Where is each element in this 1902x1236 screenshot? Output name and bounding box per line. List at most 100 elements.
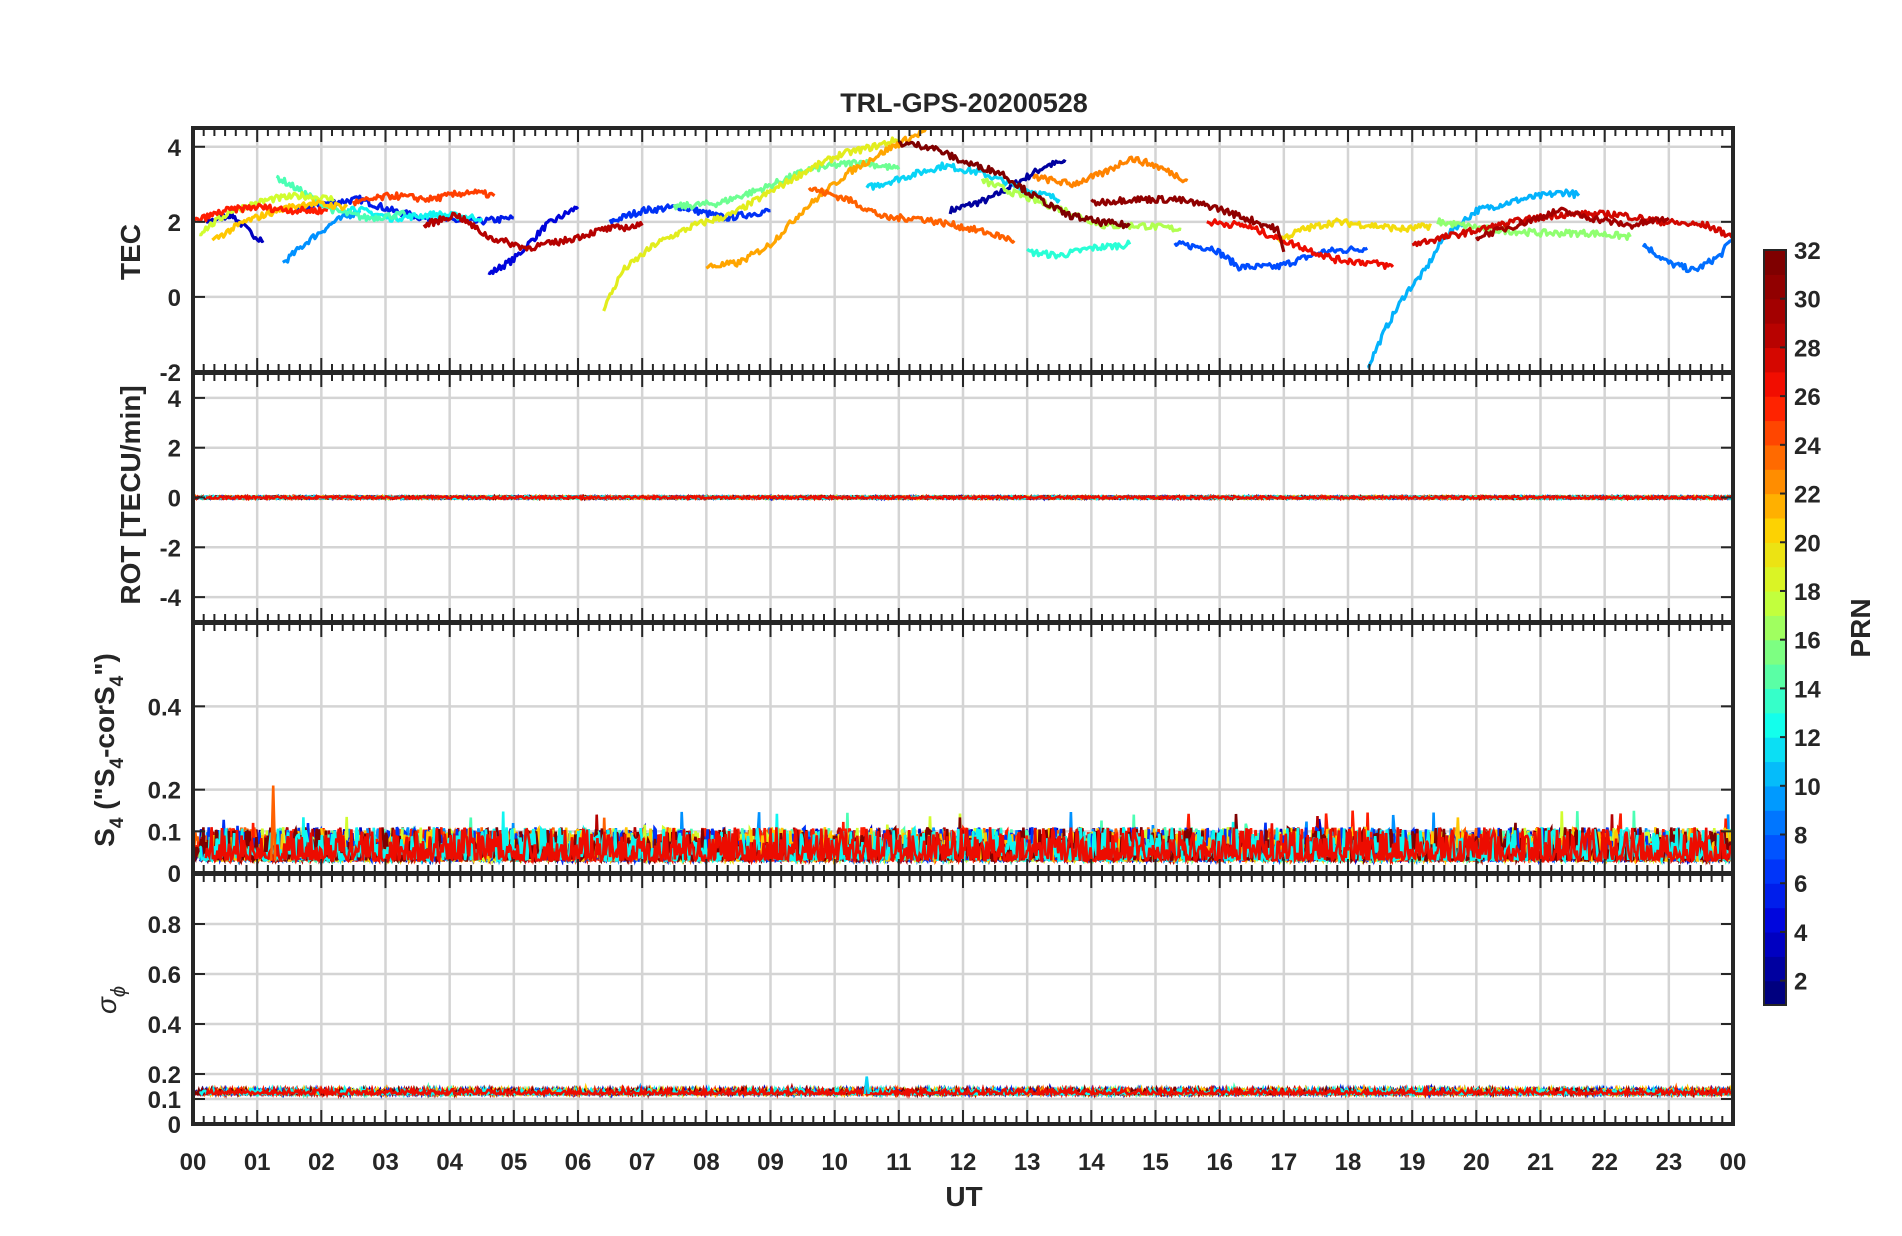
y-tick-label: 0.2: [148, 778, 181, 805]
tec-series-prn-23: [1032, 155, 1189, 189]
y-tick-label: 0.1: [148, 819, 181, 846]
colorbar-bin: [1764, 834, 1786, 860]
colorbar-bin: [1764, 250, 1786, 275]
tec-series-prn-18: [199, 191, 335, 237]
x-tick-label: 12: [950, 1149, 977, 1176]
colorbar-bin: [1764, 883, 1786, 909]
x-tick-label: 14: [1078, 1149, 1105, 1176]
colorbar-tick-label: 20: [1794, 530, 1821, 557]
data-layer: [193, 128, 1733, 369]
colorbar-bin: [1764, 639, 1786, 665]
x-tick-label: 01: [244, 1149, 271, 1176]
colorbar-bin: [1764, 688, 1786, 714]
colorbar-bin: [1764, 980, 1786, 1006]
tec-series-prn-8: [1641, 236, 1733, 274]
colorbar-bin: [1764, 469, 1786, 495]
colorbar-tick-label: 24: [1794, 433, 1821, 460]
y-tick-label: 2: [168, 436, 181, 463]
y-tick-label: 2: [168, 210, 181, 237]
x-tick-label: 03: [372, 1149, 399, 1176]
colorbar-tick-label: 30: [1794, 287, 1821, 314]
tec-series-prn-20: [1276, 217, 1432, 244]
colorbar-bin: [1764, 274, 1786, 300]
panel-3: 0 0.1 0.2 0.4: [148, 621, 1735, 888]
tec-series-prn-30: [1474, 206, 1670, 242]
colorbar-frame: [1763, 249, 1787, 1006]
x-tick-label: 16: [1206, 1149, 1233, 1176]
x-tick-label: 08: [693, 1149, 720, 1176]
y-tick-label: 0.4: [148, 1012, 182, 1039]
colorbar-bin: [1764, 493, 1786, 519]
tec-series-prn-19: [602, 136, 901, 312]
colorbar-bin: [1764, 444, 1786, 470]
tec-series-prn-9: [281, 208, 362, 264]
colorbar-tick-label: 22: [1794, 482, 1821, 509]
panel-4: 00.10.2 0.4 0.6 0.8: [148, 872, 1735, 1139]
tec-series-prn-13: [1026, 239, 1132, 260]
x-axis-label: UT: [945, 1181, 982, 1212]
x-tick-label: 11: [886, 1149, 911, 1176]
colorbar-bin: [1764, 712, 1786, 738]
colorbar-tick-label: 26: [1794, 384, 1821, 411]
y-tick-label: -2: [160, 535, 181, 562]
y-tick-label: -2: [160, 360, 181, 387]
band-series-prn-27: [205, 493, 1733, 502]
x-tick-label: 02: [308, 1149, 335, 1176]
tec-series-prn-21: [211, 199, 349, 242]
tec-series-prn-15: [672, 158, 901, 211]
x-tick-label: 18: [1335, 1149, 1362, 1176]
x-tick-label: 09: [757, 1149, 784, 1176]
x-tick-label: 19: [1399, 1149, 1426, 1176]
colorbar-bin: [1764, 347, 1786, 373]
colorbar-tick-label: 16: [1794, 628, 1821, 655]
colorbar-bin: [1764, 761, 1786, 787]
y-labels: TEC ROT [TECU/min] S4 ("S4-corS4") σϕ: [89, 224, 146, 1014]
y-tick-label: 0.8: [148, 912, 181, 939]
colorbar-tick-label: 18: [1794, 579, 1821, 606]
colorbar-bin: [1764, 420, 1786, 446]
tec-series-prn-26: [193, 202, 329, 223]
y-tick-label: 0.2: [148, 1062, 181, 1089]
colorbar-bin: [1764, 810, 1786, 836]
x-tick-label: 20: [1463, 1149, 1490, 1176]
colorbar-tick-label: 12: [1794, 725, 1821, 752]
x-tick-label: 05: [500, 1149, 527, 1176]
chart-title: TRL-GPS-20200528: [840, 88, 1088, 118]
colorbar-tick-label: 6: [1794, 871, 1807, 898]
x-minor-ticks: [202, 373, 1724, 622]
colorbar-bin: [1764, 931, 1786, 957]
tec-series-prn-32: [897, 140, 1131, 230]
colorbar-bin: [1764, 785, 1786, 811]
y-tick-label: 0: [168, 486, 181, 513]
colorbar-bin: [1764, 566, 1786, 592]
y-tick-label: -4: [160, 585, 182, 612]
colorbar-tick-label: 32: [1794, 238, 1821, 265]
tec-series-prn-29: [422, 211, 644, 252]
x-tick-label: 00: [180, 1149, 207, 1176]
colorbar-bin: [1764, 517, 1786, 543]
tec-series-prn-16: [1436, 217, 1632, 241]
tec-series-prn-10: [1366, 188, 1581, 369]
y-tick-label: 0: [168, 285, 181, 312]
colorbar-bin: [1764, 737, 1786, 763]
tec-series-prn-22: [705, 128, 931, 270]
data-layer: [193, 785, 1733, 866]
y-tick-label: 0: [168, 861, 181, 888]
colorbar-bin: [1764, 956, 1786, 982]
tec-series-prn-31: [1090, 194, 1286, 253]
colorbar-bin: [1764, 298, 1786, 324]
y-tick-label: 0.6: [148, 962, 181, 989]
colorbar-label: PRN: [1845, 598, 1876, 657]
peak-spike: [863, 1076, 870, 1095]
y-label-sigma-phi: σϕ: [91, 986, 130, 1014]
tec-series-prn-11: [865, 161, 1061, 204]
colorbar-tick-label: 8: [1794, 823, 1807, 850]
tec-series-prn-25: [351, 188, 496, 207]
tec-series-prn-24: [807, 186, 1016, 244]
panel-1: -2 0 2 4: [160, 126, 1735, 387]
tec-series-prn-14: [275, 174, 407, 223]
colorbar-tick-label: 2: [1794, 969, 1807, 996]
colorbar-bin: [1764, 907, 1786, 933]
